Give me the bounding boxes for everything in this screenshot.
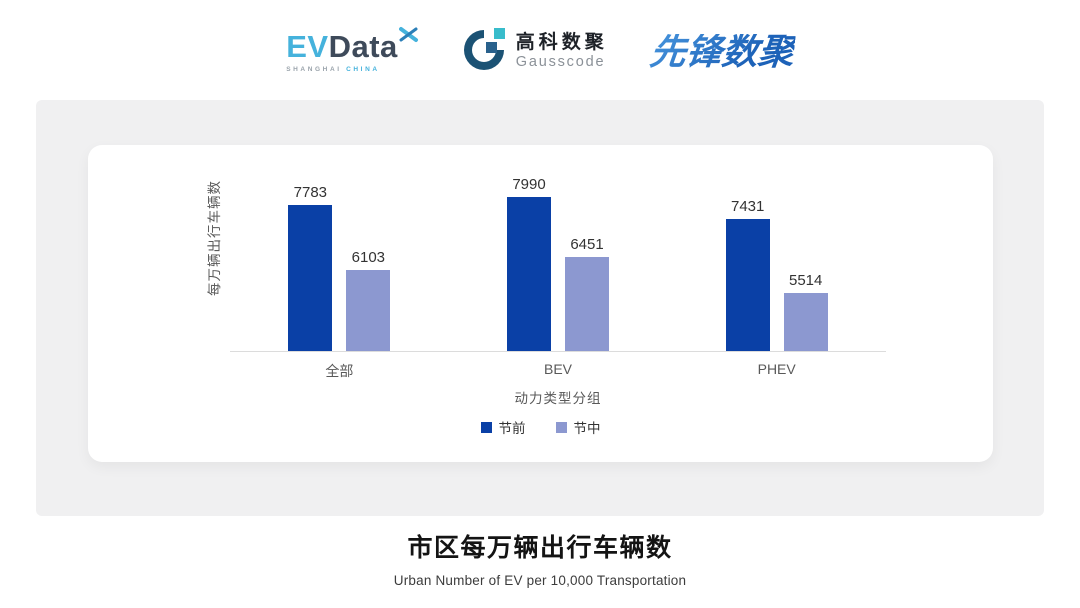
- header-logos: EV Data SHANGHAI CHINA: [0, 16, 1080, 88]
- legend-label: 节中: [573, 421, 601, 436]
- gausscode-g-icon: [461, 26, 507, 79]
- legend-item: 节前: [480, 417, 526, 437]
- bar-column: 6451: [565, 167, 609, 351]
- evdata-x-icon: [398, 25, 419, 49]
- legend-label: 节前: [498, 421, 526, 436]
- evdata-data-text: Data: [328, 29, 398, 64]
- bar-value-label: 7431: [730, 198, 765, 215]
- evdata-wordmark: EV Data: [286, 27, 419, 64]
- bar-column: 7990: [507, 167, 551, 351]
- chart-card: 每万辆出行车辆数 7783 6103 7990 6451 7431 5514 全部 BEV P…: [88, 145, 993, 462]
- evdata-ev-text: EV: [286, 29, 329, 64]
- footer: 市区每万辆出行车辆数 Urban Number of EV per 10,000…: [0, 528, 1080, 588]
- legend-swatch-icon: [555, 421, 567, 433]
- gausscode-logo: 高科数聚 Gausscode: [461, 26, 608, 79]
- xianfeng-logo: 先锋数聚: [647, 31, 797, 72]
- chart-title: 市区每万辆出行车辆数: [407, 534, 673, 562]
- bar: [288, 205, 333, 351]
- evdata-tagline-left: SHANGHAI: [286, 66, 342, 73]
- bar-value-label: 7990: [512, 176, 546, 193]
- legend: 节前 节中: [88, 417, 993, 437]
- bar-value-label: 5514: [788, 272, 823, 289]
- bar-group: 7431 5514: [667, 167, 886, 351]
- legend-swatch-icon: [480, 421, 492, 433]
- gausscode-en-text: Gausscode: [515, 53, 606, 70]
- evdata-logo: EV Data SHANGHAI CHINA: [286, 27, 419, 73]
- bar: [565, 257, 609, 351]
- gausscode-cn-text: 高科数聚: [515, 32, 608, 54]
- category-label: PHEV: [757, 361, 796, 377]
- bar-column: 7431: [725, 167, 770, 351]
- legend-item: 节中: [555, 417, 601, 437]
- evdata-tagline-right: CHINA: [346, 66, 380, 73]
- bar-plot-area: 7783 6103 7990 6451 7431 5514: [230, 167, 886, 352]
- bar-column: 7783: [288, 167, 333, 351]
- x-axis-category-labels: 全部 BEV PHEV: [230, 361, 886, 381]
- x-axis-title: 动力类型分组: [514, 391, 602, 406]
- evdata-tagline: SHANGHAI CHINA: [286, 66, 379, 73]
- bar-value-label: 6451: [570, 236, 604, 253]
- bar-column: 5514: [783, 167, 828, 351]
- bar: [507, 197, 551, 351]
- chart-subtitle: Urban Number of EV per 10,000 Transporta…: [393, 573, 687, 588]
- bar: [783, 293, 828, 351]
- bar-group: 7783 6103: [230, 167, 449, 351]
- chart-panel: 每万辆出行车辆数 7783 6103 7990 6451 7431 5514 全部 BEV P…: [36, 100, 1044, 516]
- bar: [725, 219, 770, 351]
- category-label: 全部: [325, 363, 354, 379]
- gausscode-wordmark: 高科数聚 Gausscode: [515, 32, 608, 71]
- bar-column: 6103: [346, 167, 391, 351]
- bar-value-label: 7783: [293, 184, 328, 201]
- category-label: BEV: [544, 361, 573, 377]
- bar: [346, 270, 391, 351]
- bar-value-label: 6103: [351, 249, 386, 266]
- bar-group: 7990 6451: [449, 167, 668, 351]
